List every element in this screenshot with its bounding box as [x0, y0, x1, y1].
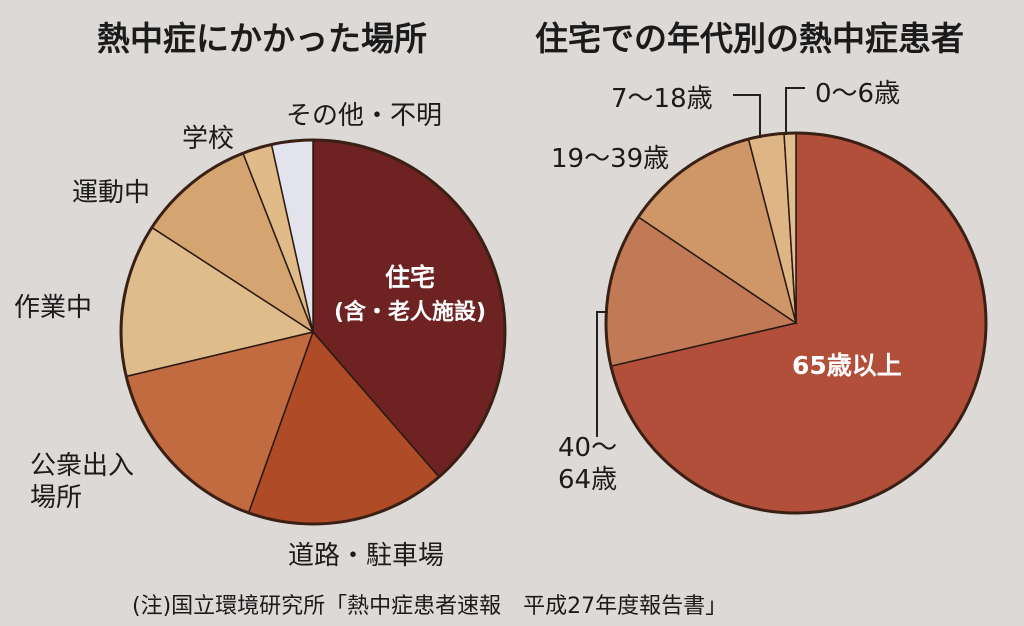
pie-place-outline	[119, 138, 507, 526]
slice-label-19-39: 19～39歳	[551, 144, 670, 174]
slice-label-7-18: 7～18歳	[611, 84, 713, 114]
slice-label-work: 作業中	[14, 293, 93, 323]
leader-7-18	[733, 94, 761, 138]
chart-title-age: 住宅での年代別の熱中症患者	[535, 19, 964, 58]
slice-label-other: その他・不明	[286, 101, 443, 131]
slice-label-exercise: 運動中	[72, 178, 151, 208]
leader-0-6	[785, 87, 805, 135]
leader-40-64	[596, 311, 608, 437]
slice-label-road: 道路・駐車場	[288, 541, 445, 571]
pie-age-outline	[604, 131, 988, 515]
slice-label-public-place: 公衆出入 場所	[30, 451, 135, 513]
slice-label-40-64: 40～ 64歳	[558, 433, 618, 495]
slice-label-0-6: 0～6歳	[815, 79, 901, 109]
slice-label-65-over: 65歳以上	[792, 351, 902, 380]
source-note: (注)国立環境研究所「熱中症患者速報 平成27年度報告書」	[132, 594, 728, 619]
slice-label-residence: 住宅 (含・老人施設)	[333, 263, 487, 325]
slice-label-school: 学校	[182, 124, 235, 154]
chart-title-place: 熱中症にかかった場所	[97, 19, 427, 58]
